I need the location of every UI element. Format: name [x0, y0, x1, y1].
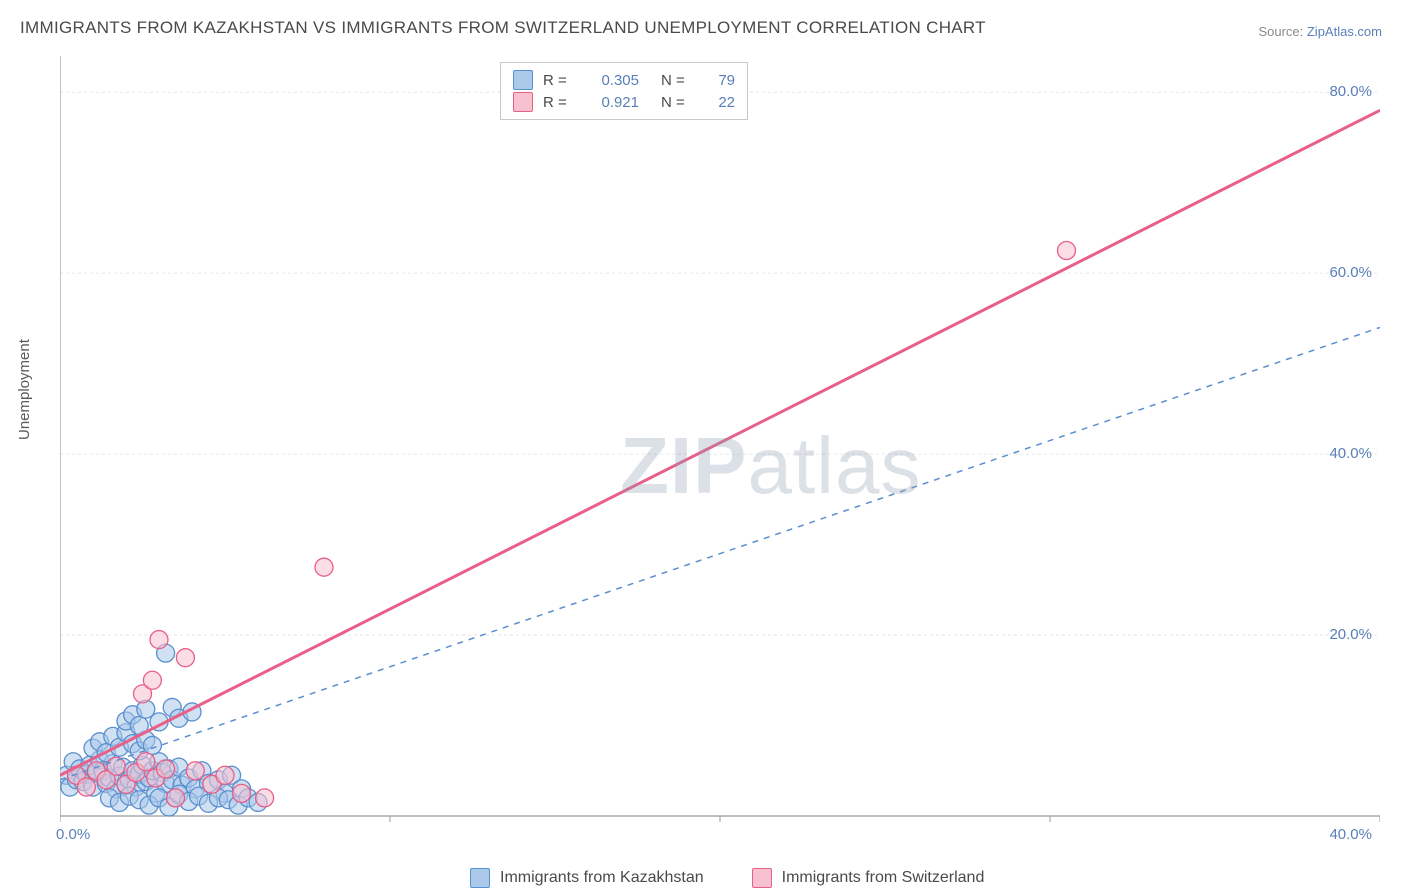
source-attribution: Source: ZipAtlas.com	[1258, 24, 1382, 39]
chart-title: IMMIGRANTS FROM KAZAKHSTAN VS IMMIGRANTS…	[20, 18, 986, 38]
y-tick-label: 20.0%	[1329, 626, 1372, 643]
legend-n-value: 79	[701, 72, 735, 89]
plot-area: ZIPatlas R =0.305N =79R =0.921N =22 Immi…	[60, 56, 1380, 846]
y-tick-label: 40.0%	[1329, 445, 1372, 462]
legend-swatch	[513, 70, 533, 90]
source-link[interactable]: ZipAtlas.com	[1307, 24, 1382, 39]
legend-series-label: Immigrants from Kazakhstan	[500, 869, 704, 887]
y-axis-label: Unemployment	[16, 339, 33, 440]
chart-svg	[60, 56, 1380, 846]
legend-r-value: 0.305	[583, 72, 639, 89]
y-tick-label: 80.0%	[1329, 83, 1372, 100]
legend-series-label: Immigrants from Switzerland	[782, 869, 985, 887]
legend-row: R = 0.921 N = 22	[513, 91, 735, 113]
source-prefix: Source:	[1258, 24, 1306, 39]
legend-swatch	[513, 92, 533, 112]
legend-r-label: R =	[543, 94, 573, 111]
legend-r-label: R =	[543, 72, 573, 89]
x-tick-label: 0.0%	[56, 826, 90, 843]
legend-n-label: N =	[661, 72, 691, 89]
legend-n-label: N =	[661, 94, 691, 111]
y-tick-label: 60.0%	[1329, 264, 1372, 281]
legend-row: R = 0.305 N = 79	[513, 69, 735, 91]
legend-swatch	[752, 868, 772, 888]
legend-n-value: 22	[701, 94, 735, 111]
legend-series-item: Immigrants from Kazakhstan	[470, 868, 704, 888]
legend-r-value: 0.921	[583, 94, 639, 111]
legend-series: Immigrants from Kazakhstan Immigrants fro…	[470, 868, 984, 888]
legend-correlation: R = 0.305 N = 79 R = 0.921 N = 22	[500, 62, 748, 120]
legend-series-item: Immigrants from Switzerland	[752, 868, 985, 888]
legend-swatch	[470, 868, 490, 888]
x-tick-label: 40.0%	[1329, 826, 1372, 843]
